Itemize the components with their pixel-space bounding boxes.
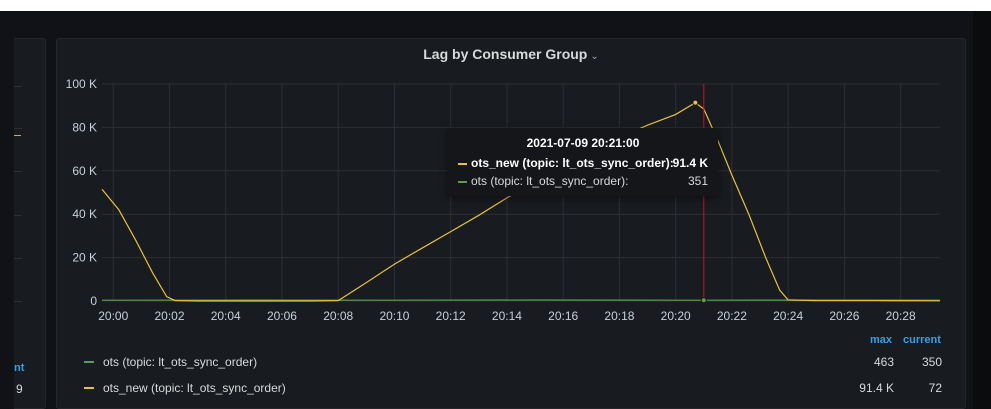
left-panel-series-fragment bbox=[14, 135, 21, 136]
left-panel-grid-tick bbox=[14, 215, 22, 216]
left-panel-column-header[interactable]: nt bbox=[14, 362, 25, 374]
chevron-down-icon[interactable]: ⌄ bbox=[590, 51, 599, 62]
legend-item[interactable]: ots_new (topic: lt_ots_sync_order) 91.4 … bbox=[84, 380, 942, 398]
x-tick-label: 20:10 bbox=[379, 309, 409, 323]
x-tick-label: 20:00 bbox=[98, 309, 128, 323]
y-tick-label: 80 K bbox=[72, 120, 97, 134]
x-tick-label: 20:20 bbox=[661, 309, 691, 323]
hover-point bbox=[700, 297, 707, 304]
tooltip-series-name: ots_new (topic: lt_ots_sync_order): bbox=[471, 156, 674, 170]
legend-item[interactable]: ots (topic: lt_ots_sync_order) 463 350 bbox=[84, 354, 942, 372]
left-panel-grid-tick bbox=[14, 128, 22, 129]
top-bar bbox=[0, 0, 991, 11]
legend-series-max: 463 bbox=[873, 355, 894, 369]
x-tick-label: 20:14 bbox=[492, 309, 522, 323]
tooltip-time: 2021-07-09 20:21:00 bbox=[526, 136, 640, 150]
x-tick-label: 20:18 bbox=[604, 309, 634, 323]
y-tick-label: 20 K bbox=[72, 251, 97, 265]
y-tick-label: 40 K bbox=[72, 207, 97, 221]
graph-panel: Lag by Consumer Group ⌄ bbox=[56, 38, 966, 409]
x-tick-label: 20:08 bbox=[323, 309, 353, 323]
left-panel-value: 9 bbox=[16, 382, 23, 396]
y-tick-label: 100 K bbox=[66, 77, 97, 91]
left-panel-grid-tick bbox=[14, 86, 22, 87]
x-tick-label: 20:28 bbox=[886, 309, 916, 323]
left-panel-grid-tick bbox=[14, 171, 22, 172]
y-tick-label: 60 K bbox=[72, 164, 97, 178]
tooltip-series-value: 351 bbox=[687, 174, 708, 188]
x-tick-label: 20:16 bbox=[548, 309, 578, 323]
panel-title-text[interactable]: Lag by Consumer Group bbox=[423, 46, 588, 62]
panel-title[interactable]: Lag by Consumer Group ⌄ bbox=[57, 46, 965, 62]
legend-header-max[interactable]: max bbox=[870, 334, 893, 346]
tooltip-series-swatch bbox=[458, 163, 467, 165]
chart-tooltip: 2021-07-09 20:21:00 ots_new (topic: lt_o… bbox=[448, 128, 718, 196]
legend-series-name[interactable]: ots_new (topic: lt_ots_sync_order) bbox=[103, 381, 286, 395]
x-tick-label: 20:12 bbox=[436, 309, 466, 323]
legend-series-current: 72 bbox=[928, 381, 942, 395]
tooltip-row: ots (topic: lt_ots_sync_order): 351 bbox=[458, 174, 708, 190]
legend-series-max: 91.4 K bbox=[859, 381, 894, 395]
left-panel-grid-tick bbox=[14, 301, 22, 302]
legend-series-current: 350 bbox=[921, 355, 942, 369]
legend-series-swatch[interactable] bbox=[84, 361, 94, 363]
hover-point bbox=[692, 99, 699, 106]
legend-header-current[interactable]: current bbox=[903, 334, 941, 346]
x-tick-label: 20:02 bbox=[154, 309, 184, 323]
y-axis: 0 20 K 40 K 60 K 80 K 100 K bbox=[66, 77, 98, 308]
x-tick-label: 20:24 bbox=[773, 309, 803, 323]
legend-series-name[interactable]: ots (topic: lt_ots_sync_order) bbox=[103, 355, 258, 369]
x-tick-label: 20:26 bbox=[829, 309, 859, 323]
x-tick-label: 20:22 bbox=[717, 309, 747, 323]
left-panel-grid-tick bbox=[14, 258, 22, 259]
tooltip-series-name: ots (topic: lt_ots_sync_order): bbox=[471, 174, 629, 188]
tooltip-row: ots_new (topic: lt_ots_sync_order): 91.4… bbox=[458, 156, 708, 172]
legend-series-swatch[interactable] bbox=[84, 387, 94, 389]
x-tick-label: 20:06 bbox=[267, 309, 297, 323]
x-tick-label: 20:04 bbox=[211, 309, 241, 323]
left-panel-fragment: nt 9 bbox=[14, 38, 46, 409]
y-tick-label: 0 bbox=[90, 294, 97, 308]
x-axis: 20:00 20:02 20:04 20:06 20:08 20:10 20:12 20:14… bbox=[98, 309, 916, 323]
right-scroll-area bbox=[973, 11, 991, 409]
tooltip-series-swatch bbox=[458, 181, 467, 183]
tooltip-series-value: 91.4 K bbox=[672, 156, 708, 170]
